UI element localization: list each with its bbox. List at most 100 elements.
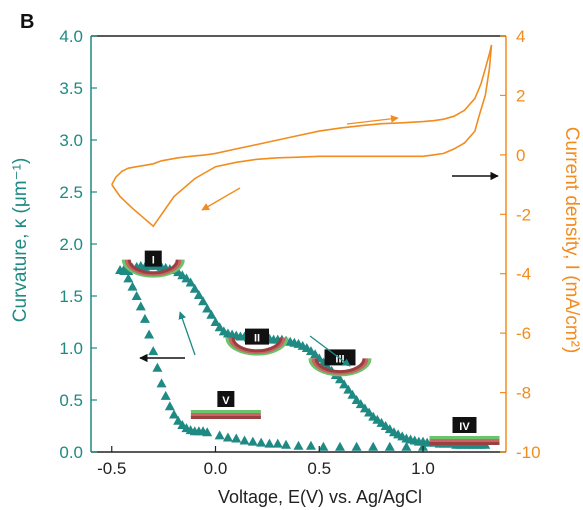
bilayer-strip-layer [429,439,500,442]
curvature-point [131,291,142,300]
curvature-point [202,427,213,437]
curvature-point [202,303,213,313]
bilayer-arc-layer [228,337,286,354]
state-i-annotation: I [121,250,185,278]
flattening-direction-arrow [309,335,351,367]
bilayer-arc-layer [314,358,366,374]
curvature-point [181,273,192,283]
y-axis-right-label: Current density, I (mA/cm²) [561,127,582,354]
y-right-tick-label: -6 [516,324,531,343]
state-label: I [152,255,155,267]
curvature-point [127,281,138,291]
bilayer-strip-layer [190,413,261,416]
curvature-point [123,273,134,283]
y-left-tick-label: 1.0 [59,339,83,358]
y-left-tick-label: 3.5 [59,79,83,98]
curvature-point [198,296,209,306]
bilayer-strip-layer [429,436,500,439]
curvature-point [214,322,225,332]
curvature-point [152,362,163,372]
curvature-point [335,374,345,384]
bilayer-arc-layer [127,259,179,275]
y-right-tick-label: 0 [516,146,525,165]
y-left-tick-label: 1.5 [59,287,83,306]
state-label: IV [459,421,470,433]
curvature-point [364,407,375,417]
curvature-point [293,440,304,450]
curvature-point [148,346,159,356]
curvature-point [305,440,316,450]
curvature-point [347,389,358,399]
curvature-point [185,277,196,287]
bilayer-arc-layer [225,337,289,356]
curvature-point [169,409,179,419]
state-label: V [222,395,230,407]
curvature-point [231,433,242,443]
axis-ticks: -0.5 0.0 0.5 1.0 0.0 0.5 1.0 1.5 2.0 2.5 3.0 3.5 4.0… [59,27,540,478]
curvature-point [335,441,345,451]
curvature-point [351,395,362,404]
curvature-point [210,317,221,326]
curvature-point [343,384,354,394]
y-left-tick-label: 0.5 [59,391,83,410]
bilayer-strip-layer [429,442,500,445]
panel-label: B [20,11,34,33]
curvature-point [156,378,167,388]
y-left-tick-label: 2.5 [59,183,83,202]
x-tick-label: 1.0 [411,459,435,478]
state-label-box [144,250,162,267]
bilayer-arc-layer [124,259,182,276]
bilayer-arc-layer [121,259,185,278]
curvature-point [193,289,204,299]
curvature-point [239,435,250,445]
curvature-point [247,436,258,446]
x-tick-label: 0.0 [204,459,228,478]
y-left-tick-label: 0.0 [59,443,83,462]
x-tick-label: 0.5 [307,459,331,478]
curvature-point [139,313,150,323]
curvature-point [339,379,350,389]
x-tick-label: -0.5 [97,459,126,478]
state-label-box [452,417,477,433]
recovery-direction-arrow [178,311,196,356]
curvature-point [256,437,267,447]
curvature-point [160,390,171,400]
bilayer-arc-layer [311,358,369,375]
curvature-point [368,441,379,451]
y-right-tick-label: -4 [516,265,531,284]
curvature-point [119,266,130,276]
curvature-point [359,403,370,413]
curvature-point [310,349,321,359]
curvature-point [164,401,175,411]
curvature-point [401,441,412,451]
state-label: II [254,333,260,345]
current-density-curve [111,44,493,228]
y-axis-left-label: Curvature, κ (μm⁻¹) [10,158,31,323]
curvature-point [189,283,200,293]
curvature-point [281,439,292,449]
curvature-point [135,301,146,311]
scan-reverse-arrow [201,187,241,211]
state-ii-annotation: II [225,328,289,356]
scan-forward-arrow [346,114,399,125]
curvature-point [206,309,217,319]
state-label-box [245,328,269,345]
curvature-point [173,415,184,425]
state-iv-annotation: IV [429,417,500,445]
curvature-point [272,438,283,448]
bilayer-strip-layer [190,410,261,413]
curvature-point [264,438,275,448]
y-right-tick-label: 4 [516,27,525,46]
curvature-point [144,329,155,339]
curvature-point [222,432,233,442]
y-right-tick-label: -10 [516,443,541,462]
y-left-tick-label: 2.0 [59,235,83,254]
y-left-tick-label: 4.0 [59,27,83,46]
state-v-annotation: V [190,391,261,419]
bilayer-arc-layer [308,358,372,377]
curvature-point [355,399,366,409]
y-right-tick-label: -8 [516,384,531,403]
state-label-box [217,391,235,407]
